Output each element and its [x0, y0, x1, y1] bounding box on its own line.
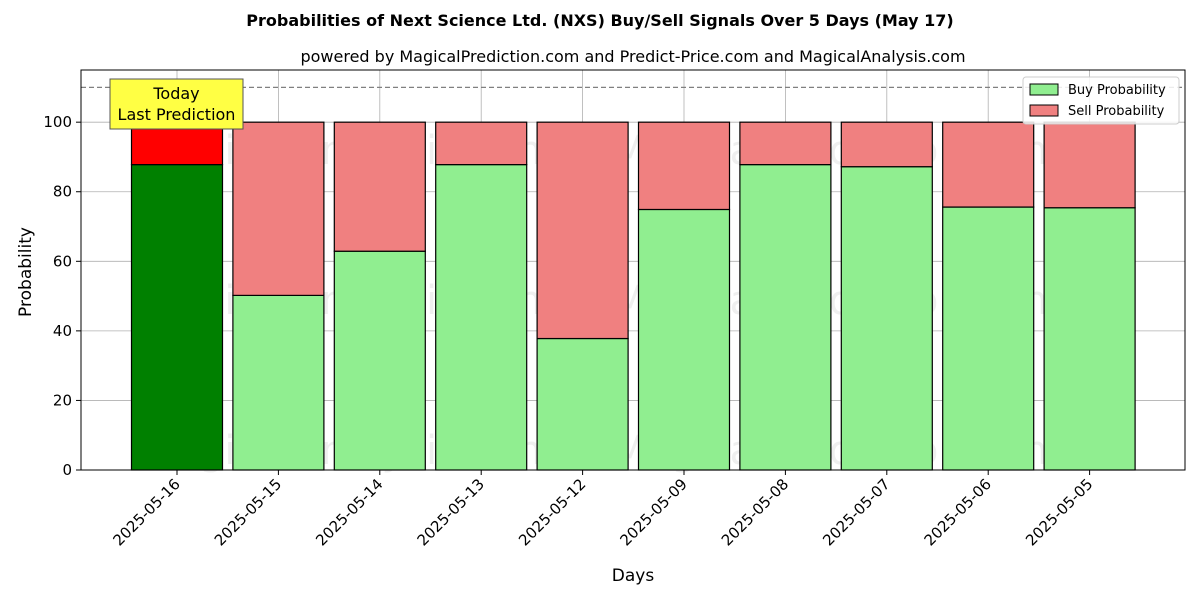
- sell-bar: [637, 121, 731, 211]
- x-tick-label: 2025-05-07: [819, 475, 893, 549]
- sell-bar: [536, 121, 629, 340]
- legend: Buy Probability Sell Probability: [1022, 76, 1180, 125]
- legend-box: [1022, 76, 1180, 125]
- sell-bar: [232, 121, 325, 296]
- y-tick-label: 100: [43, 113, 72, 131]
- x-tick-label: 2025-05-12: [515, 475, 589, 549]
- sell-bar: [840, 121, 933, 168]
- buy-bar: [232, 294, 325, 471]
- y-tick-label: 60: [53, 252, 72, 270]
- annotation-text: Today: [152, 84, 199, 103]
- axes-frame: [80, 69, 1186, 471]
- buy-bar: [637, 208, 731, 471]
- annotation-text: Last Prediction: [118, 105, 236, 124]
- x-tick-label: 2025-05-16: [109, 475, 183, 549]
- legend-label: Sell Probability: [1068, 104, 1165, 119]
- buy-bar: [333, 250, 426, 471]
- legend-swatch: [1029, 104, 1059, 117]
- chart-title: Probabilities of Next Science Ltd. (NXS)…: [246, 11, 953, 30]
- x-tick-label: 2025-05-08: [718, 475, 792, 549]
- sell-bar: [435, 121, 528, 166]
- y-axis-label: Probability: [16, 227, 36, 317]
- sell-bar: [333, 121, 426, 252]
- x-tick-label: 2025-05-09: [616, 475, 690, 549]
- sell-bar: [942, 121, 1035, 208]
- x-tick-label: 2025-05-06: [921, 475, 995, 549]
- y-tick-label: 40: [53, 322, 72, 340]
- annotation-box: [109, 78, 244, 130]
- x-axis-label: Days: [612, 566, 655, 586]
- buy-bar: [840, 166, 933, 471]
- x-tick-label: 2025-05-14: [312, 475, 386, 549]
- x-tick-label: 2025-05-15: [211, 475, 285, 549]
- legend-label: Buy Probability: [1068, 83, 1166, 98]
- buy-bar: [942, 206, 1035, 471]
- plot-area: MagicalAnalysis.comMagicalPrediction.com…: [43, 69, 1186, 549]
- buy-bar: [130, 164, 224, 471]
- x-tick-label: 2025-05-05: [1022, 475, 1096, 549]
- today-annotation: Today Last Prediction: [109, 78, 244, 130]
- sell-bar: [1043, 121, 1136, 209]
- buy-bar: [1043, 207, 1136, 471]
- y-tick-label: 20: [53, 391, 72, 409]
- buy-bar: [739, 164, 832, 471]
- sell-bar: [739, 121, 832, 166]
- x-tick-label: 2025-05-13: [414, 475, 488, 549]
- y-tick-label: 0: [62, 461, 72, 479]
- buy-bar: [536, 337, 629, 471]
- y-tick-label: 80: [53, 183, 72, 201]
- chart-subtitle: powered by MagicalPrediction.com and Pre…: [300, 47, 965, 66]
- legend-swatch: [1029, 83, 1059, 96]
- buy-bar: [435, 164, 528, 471]
